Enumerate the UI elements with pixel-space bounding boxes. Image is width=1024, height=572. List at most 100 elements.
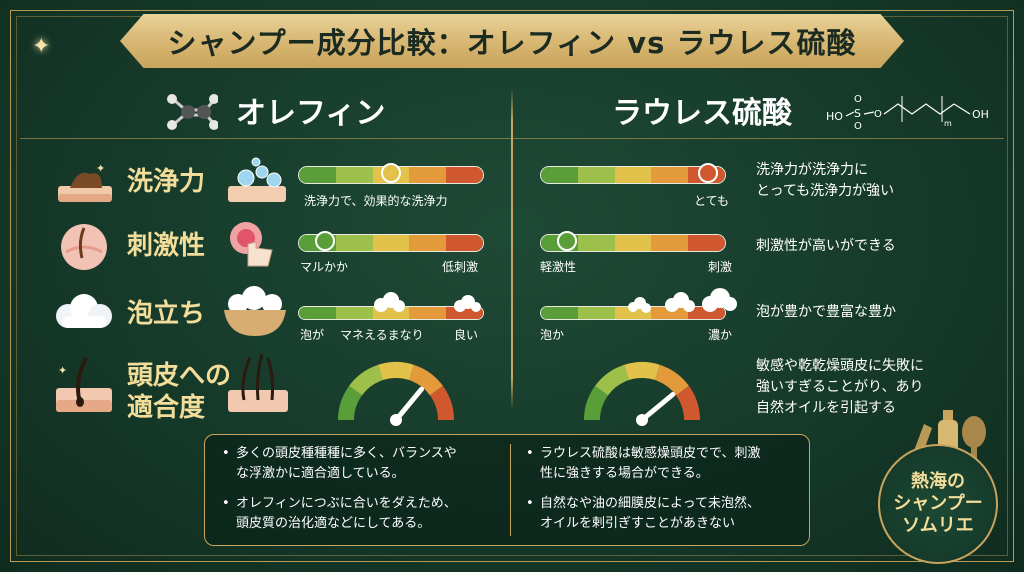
bar-segment xyxy=(614,167,652,183)
gauge-segment xyxy=(654,364,689,396)
bar-segment xyxy=(299,167,336,183)
bar-segment xyxy=(409,167,447,183)
gauge-segment xyxy=(595,364,630,396)
gauge-segment xyxy=(675,385,700,421)
bubbles-skin-icon xyxy=(228,157,286,202)
label-irritation: 刺激性 xyxy=(127,231,206,261)
summary-bullet-right-2: 自然なや油の細膜皮によって未泡然、 オイルを剌引ぎすことがあきない xyxy=(526,494,760,534)
bar-segment xyxy=(446,235,483,251)
bullet-line: オレフィンにつぶに合いをダえため、 xyxy=(236,496,457,511)
bar-segment xyxy=(651,235,689,251)
level-marker xyxy=(314,231,335,251)
foam-marker-icon xyxy=(454,295,481,312)
skin-irritation-icon xyxy=(61,224,107,270)
dirt-skin-icon: ✦ xyxy=(58,162,112,202)
outer-frame xyxy=(10,10,1014,562)
bar-segment xyxy=(299,307,336,319)
bullet-line: 多くの頭皮種種種に多く、バランスや xyxy=(236,446,457,461)
caption-text: 泡か xyxy=(540,328,565,342)
summary-bullet-right-1: ラウレス硫酸は敏感燥頭皮でで、刺激 性に強きする場合ができる。 xyxy=(526,444,760,484)
gauge-segment xyxy=(624,362,660,381)
svg-text:✦: ✦ xyxy=(96,162,105,175)
bar-segment xyxy=(651,167,689,183)
caption-text: 濃か xyxy=(708,328,733,342)
bullet-line: 自然なや油の細膜皮によって未泡然、 xyxy=(540,496,760,511)
healthy-hair-icon xyxy=(228,353,288,412)
bullet-line: な浮激かに適合適している。 xyxy=(236,466,405,481)
bullet-line: 性に強きする場合ができる。 xyxy=(540,466,709,481)
gauge-segment xyxy=(378,362,414,381)
foam-marker-icon xyxy=(628,297,651,313)
label-scalp-1: 頭皮への xyxy=(127,361,232,391)
bullet-line: 頭皮質の治化適などにしてある。 xyxy=(236,516,431,531)
caption-text: 良い xyxy=(454,328,479,342)
desc-line: 洗浄力が洗浄力に xyxy=(756,162,868,178)
page-title: シャンプー成分比較：オレフィン vs ラウレス硫酸 xyxy=(167,26,857,60)
desc-line: とっても洗浄力が強い xyxy=(756,183,895,199)
desc-line: 強いすぎることがり、あり xyxy=(756,379,924,395)
gauge-segment xyxy=(408,364,443,396)
formula-n: m xyxy=(944,119,952,128)
formula-ho: HO xyxy=(826,110,843,123)
caption-text: とても xyxy=(694,194,730,208)
desc-line: 刺激性が高いができる xyxy=(756,238,896,254)
bar-segment xyxy=(446,167,483,183)
summary-divider xyxy=(510,444,511,536)
laureth-formula: HO S O O O m OH xyxy=(826,94,989,130)
gauge-hub xyxy=(636,414,648,426)
gauge-segment xyxy=(584,385,609,421)
badge-line: 熱海の xyxy=(911,471,965,492)
caption-text: 低刺激 xyxy=(442,260,479,274)
sommelier-badge: 熱海の シャンプー ソムリエ xyxy=(878,444,998,564)
level-marker xyxy=(556,231,577,251)
gauge-needle xyxy=(639,392,676,423)
caption-text: 洗浄力で、効果的な洗浄力 xyxy=(304,194,448,208)
bar-segment xyxy=(541,167,578,183)
bar-segment xyxy=(409,235,447,251)
foam-marker-icon xyxy=(374,292,405,312)
caption-text: 軽激性 xyxy=(540,260,577,274)
hair-follicle-icon: ✦ xyxy=(56,357,112,412)
molecule-icon xyxy=(167,94,218,130)
touch-button-icon xyxy=(230,222,273,267)
formula-s: S xyxy=(854,107,861,120)
label-cleansing: 洗浄力 xyxy=(127,167,206,197)
scalp-gauge-laureth xyxy=(584,362,700,426)
desc-line: 泡が豊かで豊富な豊か xyxy=(756,304,896,320)
desc-line: 敏感や乾乾燥頭皮に失敗に xyxy=(756,358,924,374)
foam-marker-icon xyxy=(665,292,695,312)
formula-o: O xyxy=(854,94,862,105)
foam-bowl-icon xyxy=(224,286,286,336)
header-divider xyxy=(20,138,1004,139)
laureth-heading: ラウレス硫酸 xyxy=(612,96,792,131)
gauge-needle xyxy=(393,386,424,423)
caption-text: 刺激 xyxy=(708,260,733,274)
level-marker xyxy=(697,163,718,183)
label-scalp-2: 適合度 xyxy=(127,393,206,423)
bar-segment xyxy=(409,307,447,319)
caption-text: マネえるまなり xyxy=(340,328,424,342)
foam-marker-icon xyxy=(702,288,737,312)
column-divider xyxy=(511,88,513,410)
level-marker xyxy=(381,163,401,183)
bar-segment xyxy=(335,235,373,251)
formula-o: O xyxy=(874,109,882,120)
bar-segment xyxy=(541,307,578,319)
bar-segment xyxy=(577,307,615,319)
label-foam: 泡立ち xyxy=(127,299,206,329)
badge-line: ソムリエ xyxy=(902,515,974,536)
caption-text: 泡が xyxy=(300,328,325,342)
bar-segment xyxy=(688,235,725,251)
sparkle-icon: ✦ xyxy=(32,34,51,59)
gauge-segment xyxy=(349,364,384,396)
badge-line: シャンプー xyxy=(893,493,983,514)
summary-bullet-left-2: オレフィンにつぶに合いをダえため、 頭皮質の治化適などにしてある。 xyxy=(222,494,457,534)
scalp-gauge-olefin xyxy=(338,362,454,426)
foam-cloud-icon xyxy=(56,294,112,328)
olefin-heading: オレフィン xyxy=(236,96,386,131)
bullet-line: ラウレス硫酸は敏感燥頭皮でで、刺激 xyxy=(540,446,761,461)
bullet-line: オイルを剌引ぎすことがあきない xyxy=(540,516,736,531)
gauge-segment xyxy=(338,385,363,421)
bar-segment xyxy=(688,307,725,319)
cleansing-bar-laureth xyxy=(540,166,726,184)
